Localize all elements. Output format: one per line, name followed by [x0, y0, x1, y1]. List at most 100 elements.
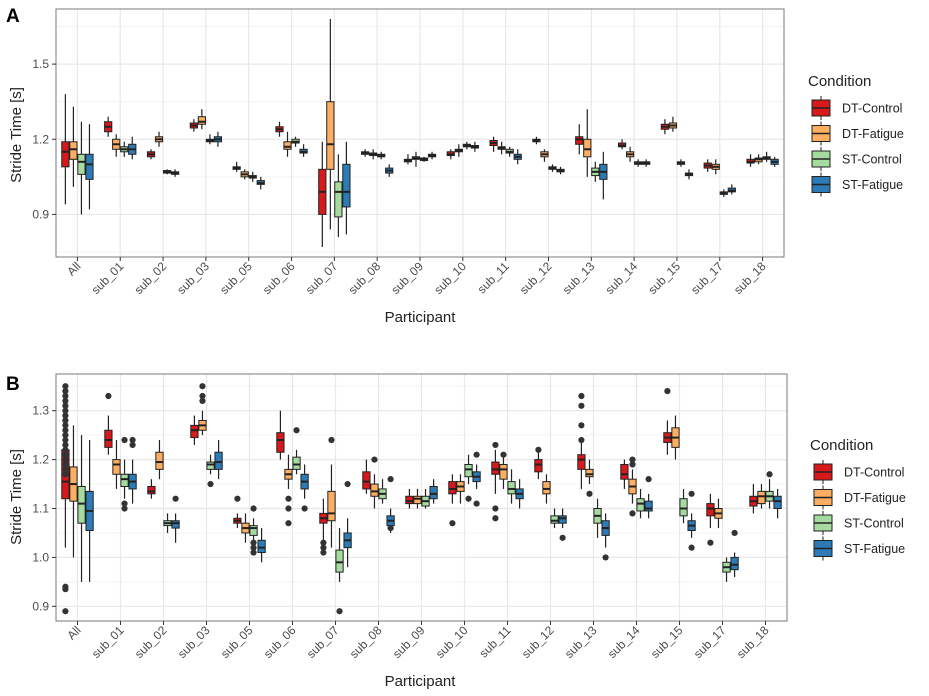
box-body [405, 495, 414, 505]
box-sub_11-DT-Control [489, 136, 498, 152]
y-tick-label: 0.9 [32, 207, 49, 221]
box-body [155, 451, 164, 470]
box-body [362, 471, 371, 490]
legend-label: ST-Fatigue [844, 542, 905, 556]
y-tick-label: 1.5 [32, 57, 49, 71]
box-sub_17-DT-Control [703, 159, 712, 172]
outlier-point [62, 446, 69, 453]
box-body [583, 138, 592, 158]
outlier-point [62, 388, 69, 395]
outlier-point [336, 608, 343, 615]
box-sub_09-DT-Control [403, 154, 413, 165]
y-axis-label: Stride Time [s] [8, 449, 25, 545]
x-tick-label: sub_14 [602, 259, 640, 297]
box-sub_10-ST-Fatigue [472, 464, 481, 489]
x-tick-label: sub_06 [260, 259, 298, 297]
x-tick-label: sub_01 [89, 623, 127, 661]
box-sub_11-DT-Control [491, 449, 500, 494]
outlier-point [465, 495, 472, 502]
outlier-point [285, 520, 292, 527]
box-sub_02-ST-Control [162, 169, 172, 175]
box-body [757, 490, 766, 505]
outlier-point [328, 436, 335, 444]
box-sub_13-ST-Control [593, 498, 602, 538]
box-body [730, 556, 739, 571]
box-sub_15-DT-Fatigue [668, 116, 678, 132]
legend: DT-Control DT-Fatigue ST-Control ST-Fatigue [813, 460, 906, 561]
box-sub_18-ST-Fatigue [773, 488, 782, 519]
x-tick-label: sub_08 [346, 259, 384, 297]
outlier-point [129, 441, 136, 449]
legend-label: ST-Fatigue [842, 178, 903, 192]
box-sub_13-ST-Control [591, 161, 600, 182]
box-sub_07-DT-Control [319, 498, 328, 543]
box-body [585, 468, 594, 478]
y-tick-label: 1.0 [32, 550, 49, 564]
box-sub_07-ST-Fatigue [343, 518, 352, 568]
box-sub_14-ST-Control [636, 488, 645, 519]
box-sub_08-ST-Control [377, 151, 386, 160]
outlier-point [344, 480, 351, 488]
x-tick-label: sub_12 [519, 623, 557, 661]
box-body [61, 141, 70, 168]
box-sub_07-DT-Fatigue [326, 19, 335, 230]
outlier-point [578, 392, 585, 400]
legend-item: DT-Fatigue [813, 485, 906, 510]
box-body [413, 495, 422, 505]
outlier-point [629, 461, 636, 468]
box-body [326, 101, 335, 170]
box-body [706, 503, 715, 517]
box-sub_11-ST-Control [507, 469, 516, 504]
box-body [679, 498, 688, 517]
box-sub_12-ST-Fatigue [558, 508, 567, 529]
outlier-point [664, 388, 671, 395]
outlier-point [492, 441, 499, 449]
outlier-point [473, 451, 480, 458]
plot-area [55, 8, 785, 258]
outlier-point [62, 402, 69, 409]
legend-label: DT-Fatigue [844, 491, 906, 505]
outlier-point [62, 412, 69, 419]
box-body [112, 459, 121, 475]
outlier-point [301, 505, 308, 512]
box-sub_06-DT-Fatigue [283, 131, 292, 157]
outlier-point [293, 427, 300, 434]
box-body [491, 461, 500, 475]
outlier-point [199, 392, 206, 400]
box-sub_17-DT-Fatigue [711, 159, 720, 175]
box-All-DT-Control [61, 94, 70, 205]
legend: DT-Control DT-Fatigue ST-Control ST-Fatigue [811, 96, 904, 197]
box-sub_18-ST-Fatigue [770, 156, 779, 167]
box-body [636, 498, 645, 512]
box-body [558, 515, 567, 524]
box-sub_05-DT-Control [233, 513, 242, 529]
outlier-point [62, 383, 69, 390]
box-body [147, 485, 156, 495]
box-body [120, 473, 129, 487]
box-body [257, 539, 266, 554]
outlier-point [250, 544, 257, 551]
box-sub_09-ST-Control [421, 488, 430, 509]
outlier-point [199, 397, 206, 405]
box-sub_01-ST-Control [120, 459, 129, 499]
x-tick-label: sub_02 [131, 259, 169, 297]
box-sub_10-DT-Control [448, 474, 457, 504]
x-tick-label: sub_13 [562, 623, 600, 661]
x-tick-label: sub_13 [560, 259, 598, 297]
outlier-point [688, 544, 695, 551]
legend-label: DT-Control [844, 466, 904, 480]
x-tick-label: sub_08 [347, 623, 385, 661]
box-sub_12-ST-Fatigue [556, 166, 565, 175]
box-sub_03-ST-Fatigue [214, 440, 223, 480]
x-tick-label: sub_10 [431, 259, 469, 297]
box-sub_08-DT-Control [361, 149, 370, 157]
x-tick-label: sub_18 [731, 259, 769, 297]
outlier-point [766, 471, 773, 478]
box-sub_05-DT-Fatigue [241, 513, 250, 543]
x-tick-label: sub_05 [217, 259, 255, 297]
outlier-point [535, 446, 542, 453]
box-sub_02-DT-Control [146, 149, 156, 160]
outlier-point [62, 466, 69, 473]
box-body [214, 451, 223, 470]
box-body [190, 424, 199, 439]
